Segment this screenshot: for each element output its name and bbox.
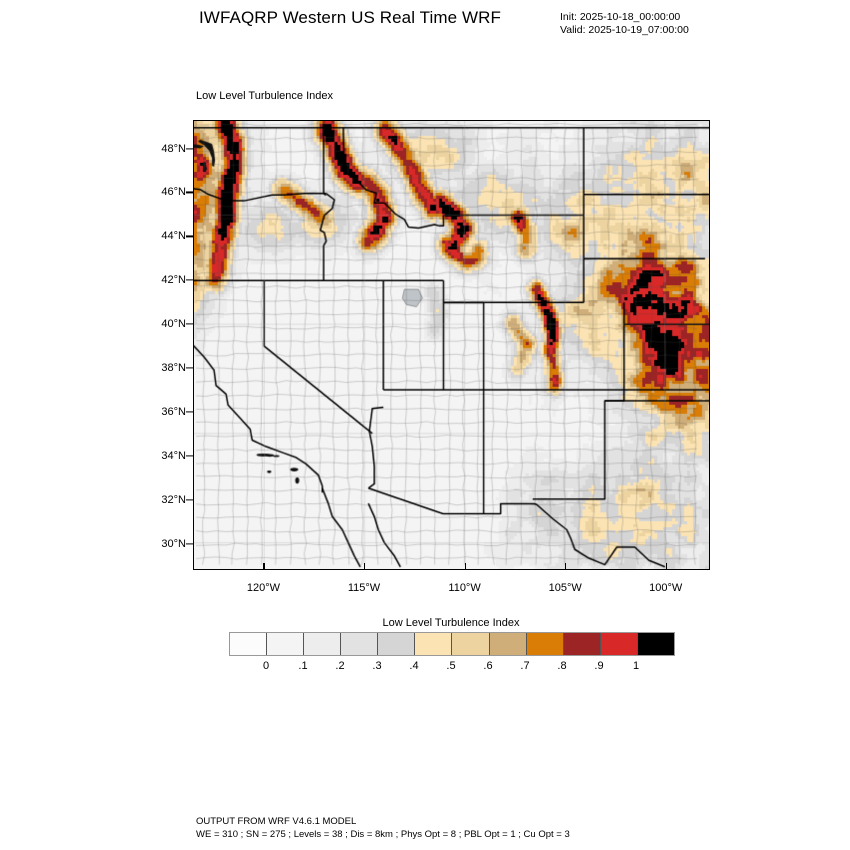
lat-tick-label: 34°N (161, 449, 186, 462)
turbulence-heatmap-canvas (194, 121, 709, 569)
colorbar-tick-label: .6 (483, 660, 493, 672)
lat-tick-mark (186, 499, 193, 501)
colorbar-tick-label: 0 (262, 660, 270, 672)
valid-time-label: Valid: 2025-10-19_07:00:00 (560, 24, 689, 36)
longitude-axis: 120°W 115°W 110°W 105°W 100°W (193, 563, 710, 610)
lon-tick-mark (665, 563, 667, 570)
colorbar-cell (415, 633, 453, 655)
colorbar-ticks: 0 .1 .2 .3 .4 .5 .6 .7 .8 .9 1 (229, 660, 673, 680)
lat-tick-label: 44°N (161, 230, 186, 243)
lon-tick-label: 100°W (649, 582, 683, 594)
run-info-block: Init: 2025-10-18_00:00:00 Valid: 2025-10… (560, 11, 689, 37)
lat-tick-label: 46°N (161, 186, 186, 199)
colorbar-cell (267, 633, 305, 655)
lat-tick-mark (186, 323, 193, 325)
lat-tick-label: 40°N (161, 318, 186, 331)
panel-title: Low Level Turbulence Index (196, 90, 333, 102)
colorbar-cell (230, 633, 268, 655)
colorbar-tick-label: .8 (557, 660, 567, 672)
lat-tick-label: 42°N (161, 274, 186, 287)
colorbar-tick-label: 1 (632, 660, 640, 672)
lat-tick-label: 38°N (161, 362, 186, 375)
colorbar-tick-label: .7 (520, 660, 530, 672)
lat-tick-mark (186, 367, 193, 369)
model-version-line: OUTPUT FROM WRF V4.6.1 MODEL (196, 816, 357, 827)
lon-tick-label: 115°W (347, 582, 381, 594)
lon-tick-mark (464, 563, 466, 570)
model-config-line: WE = 310 ; SN = 275 ; Levels = 38 ; Dis … (196, 828, 570, 840)
map-plot-area[interactable] (193, 120, 710, 570)
lon-tick-mark (363, 563, 366, 570)
lon-tick-mark (263, 563, 265, 570)
colorbar-cell (637, 633, 674, 655)
colorbar-tick-label: .2 (335, 660, 345, 672)
lat-tick-mark (186, 543, 193, 545)
latitude-axis: 30°N 32°N 34°N 36°N 38°N 40°N 42°N 44°N 46°N 48°N (140, 120, 193, 570)
lat-tick-label: 30°N (161, 537, 186, 550)
colorbar-cell (563, 633, 601, 655)
model-output-info: OUTPUT FROM WRF V4.6.1 MODEL WE = 310 ; … (196, 816, 570, 841)
colorbar-cell (341, 633, 379, 655)
lon-tick-label: 105°W (548, 582, 582, 594)
lat-tick-mark (186, 411, 193, 413)
lat-tick-mark (186, 235, 193, 237)
colorbar-cell (304, 633, 342, 655)
lat-tick-mark (186, 191, 193, 194)
colorbar-cell (600, 633, 638, 655)
colorbar-tick-label: .9 (594, 660, 604, 672)
colorbar-tick-label: .4 (409, 660, 419, 672)
lat-tick-label: 36°N (161, 405, 186, 418)
colorbar-cell (526, 633, 564, 655)
lon-tick-label: 110°W (448, 582, 481, 594)
lat-tick-mark (186, 147, 193, 150)
lat-tick-mark (186, 279, 193, 281)
colorbar-cell (378, 633, 416, 655)
lon-tick-label: 120°W (246, 582, 280, 594)
colorbar[interactable] (229, 632, 675, 656)
lat-tick-mark (186, 455, 193, 457)
colorbar-tick-label: .3 (372, 660, 382, 672)
init-time-label: Init: 2025-10-18_00:00:00 (560, 11, 681, 23)
colorbar-cell (452, 633, 490, 655)
lon-tick-mark (565, 563, 567, 570)
colorbar-tick-label: .5 (446, 660, 456, 672)
lat-tick-label: 32°N (161, 493, 186, 506)
colorbar-cell (489, 633, 527, 655)
colorbar-tick-label: .1 (298, 660, 308, 672)
colorbar-title: Low Level Turbulence Index (382, 617, 520, 629)
lat-tick-label: 48°N (161, 142, 186, 155)
page-title: IWFAQRP Western US Real Time WRF (198, 8, 501, 27)
